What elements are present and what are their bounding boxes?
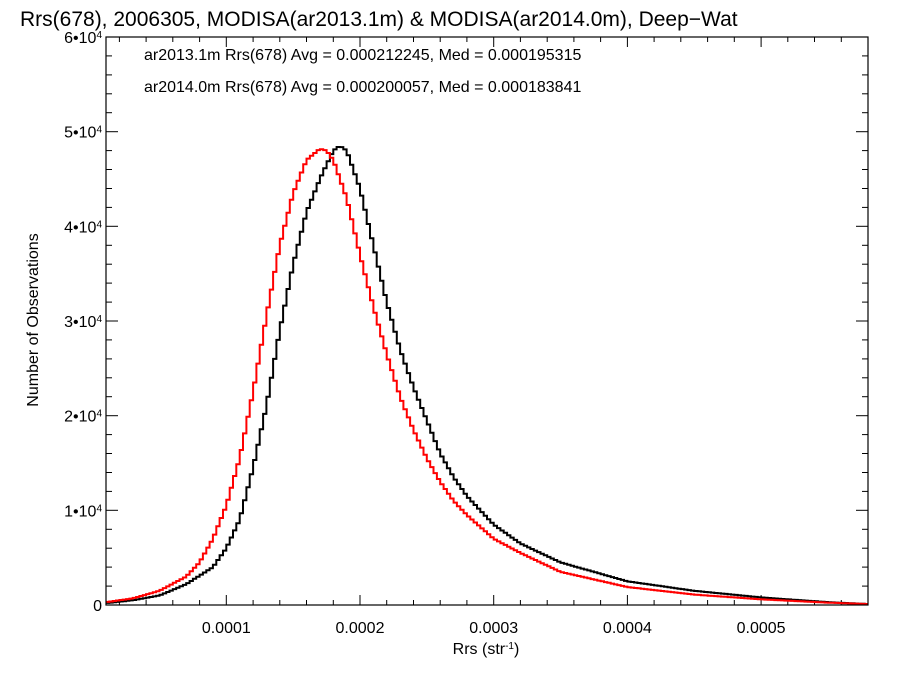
y-tick-label: 2•104: [64, 408, 102, 426]
y-tick-label: 4•104: [64, 219, 102, 237]
x-axis-label-text: Rrs (str: [453, 641, 506, 658]
y-tick-label: 5•104: [64, 124, 102, 142]
y-tick-label-exp: 4: [96, 124, 102, 135]
series-line-ar2014.0m: [106, 148, 868, 605]
x-axis-label: Rrs (str-1): [453, 641, 520, 659]
y-tick-label: 6•104: [64, 30, 102, 48]
y-tick-label-exp: 4: [96, 314, 102, 325]
y-tick-label-base: 0: [93, 598, 102, 615]
series-line-ar2013.1m: [106, 146, 868, 605]
y-tick-label: 3•104: [64, 314, 102, 332]
y-tick-label-exp: 4: [96, 503, 102, 514]
plot-frame: [105, 36, 869, 606]
y-tick-label-base: 6•10: [64, 30, 96, 47]
y-tick-label-base: 4•10: [64, 219, 96, 236]
y-tick-label-exp: 4: [96, 30, 102, 41]
x-tick-label: 0.0003: [469, 620, 518, 637]
y-tick-label: 1•104: [64, 503, 102, 521]
y-tick-label-base: 2•10: [64, 409, 96, 426]
x-tick-label: 0.0004: [603, 620, 652, 637]
y-tick-label-exp: 4: [96, 219, 102, 230]
x-tick-label: 0.0001: [202, 620, 251, 637]
x-axis-label-sup: -1: [505, 641, 514, 652]
chart-title: Rrs(678), 2006305, MODISA(ar2013.1m) & M…: [20, 8, 738, 31]
y-tick-label-base: 5•10: [64, 125, 96, 142]
y-tick-label-base: 1•10: [64, 503, 96, 520]
x-tick-label: 0.0005: [737, 620, 786, 637]
y-tick-label: 0: [93, 598, 102, 615]
y-tick-label-base: 3•10: [64, 314, 96, 331]
x-tick-label: 0.0002: [336, 620, 385, 637]
y-axis-label: Number of Observations: [25, 233, 42, 406]
legend-entry-ar2014: ar2014.0m Rrs(678) Avg = 0.000200057, Me…: [144, 79, 581, 96]
y-tick-label-exp: 4: [96, 408, 102, 419]
x-axis-label-suffix: ): [514, 641, 519, 658]
legend-entry-ar2013: ar2013.1m Rrs(678) Avg = 0.000212245, Me…: [144, 47, 581, 64]
